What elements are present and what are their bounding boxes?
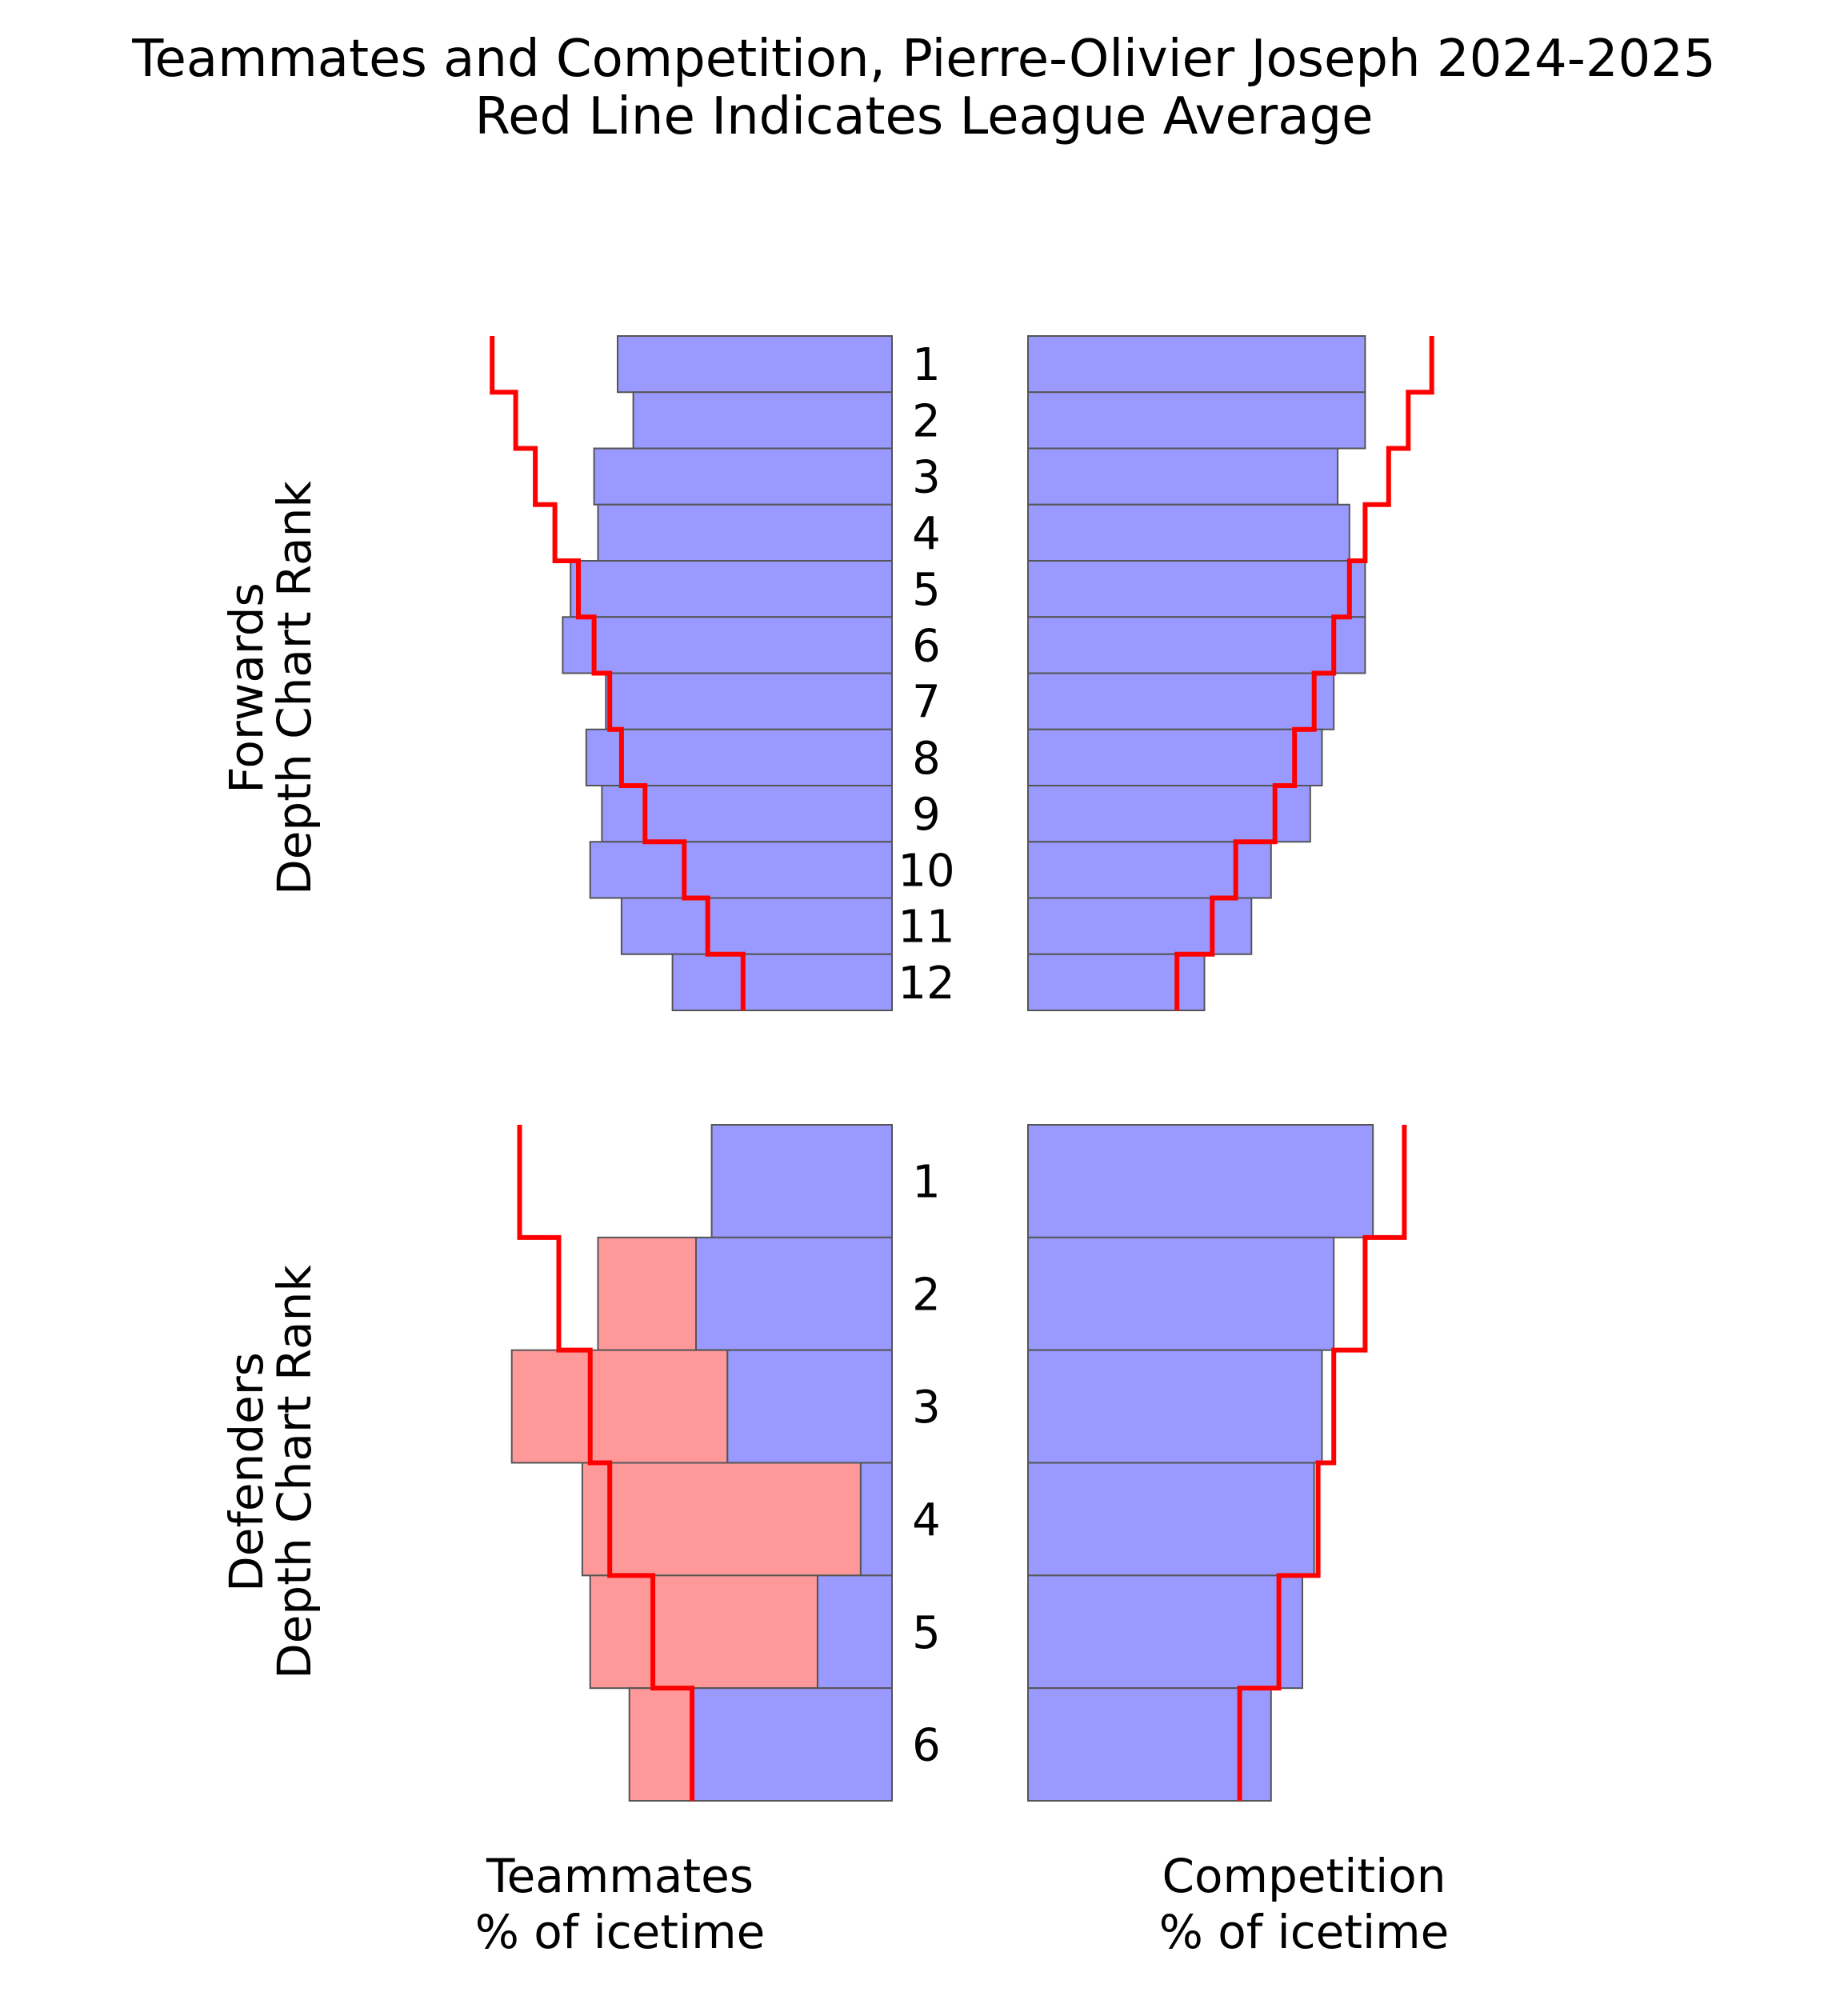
forwards-competition-bar [1027,672,1335,730]
forwards-competition-bar [1027,785,1311,843]
forwards-teammate-bar [601,785,894,843]
forwards-teammate-bar [617,335,893,394]
forwards-competition-bar [1027,335,1366,394]
forwards-rank-label: 11 [898,902,954,954]
forwards-competition-bar [1027,560,1366,618]
defenders-ylabel-line2: Depth Chart Rank [267,1265,322,1679]
defenders-rank-label: 1 [912,1156,941,1208]
defenders-rank-label: 3 [912,1382,941,1434]
forwards-competition-bar [1027,728,1323,786]
defenders-teammate-bar [710,1124,893,1238]
forwards-teammate-bar [585,728,893,786]
defenders-teammate-bar [726,1349,894,1464]
defenders-competition-league-average-line [1237,1125,1407,1801]
forwards-competition-bar [1027,897,1253,955]
forwards-teammate-bar [562,616,894,674]
defenders-teammate-bar [816,1574,894,1690]
defenders-rank-label: 5 [912,1607,941,1659]
defenders-competition-bar [1027,1462,1315,1577]
forwards-rank-label: 2 [912,395,941,447]
defenders-rank-label: 4 [912,1494,941,1546]
defenders-ylabel-line1: Defenders [219,1352,274,1592]
forwards-competition-bar [1027,391,1366,450]
defenders-teammates-league-average-line [517,1125,695,1801]
defenders-defender-pair-bar [510,1349,729,1464]
forwards-teammate-bar [597,503,893,562]
defenders-competition-bar [1027,1124,1374,1238]
forwards-ylabel-line1: Forwards [219,582,274,793]
defenders-rank-label: 2 [912,1269,941,1321]
forwards-rank-label: 5 [912,564,941,616]
defenders-competition-bar [1027,1687,1272,1802]
chart-title: Teammates and Competition, Pierre-Olivie… [131,30,1715,89]
forwards-competition-bar [1027,503,1350,562]
forwards-competition-league-average-line [1174,336,1434,1010]
defenders-competition-bar [1027,1349,1323,1464]
forwards-rank-label: 8 [912,733,941,785]
defenders-defender-pair-bar [597,1236,697,1351]
defenders-competition-bar [1027,1574,1303,1690]
forwards-teammate-bar [632,391,893,450]
teammates-xlabel-line2: % of icetime [475,1905,766,1959]
forwards-rank-label: 7 [912,677,941,729]
forwards-competition-bar [1027,447,1339,506]
competition-xlabel-line2: % of icetime [1159,1905,1450,1959]
forwards-teammate-bar [605,672,893,730]
forwards-rank-label: 12 [898,958,954,1010]
teammates-xlabel-line1: Teammates [486,1849,754,1903]
forwards-ylabel-line2: Depth Chart Rank [267,481,322,895]
forwards-teammates-league-average-line [490,336,746,1010]
defenders-defender-pair-bar [581,1462,862,1577]
defenders-teammate-bar [695,1236,893,1351]
defenders-defender-pair-bar [589,1574,818,1690]
competition-xlabel-line1: Competition [1162,1849,1446,1903]
forwards-competition-bar [1027,616,1366,674]
defenders-teammate-bar [691,1687,893,1802]
defenders-rank-label: 6 [912,1720,941,1772]
forwards-teammate-bar [570,560,893,618]
forwards-rank-label: 1 [912,339,941,391]
chart-subtitle: Red Line Indicates League Average [475,87,1374,146]
forwards-teammate-bar [620,897,894,955]
defenders-competition-bar [1027,1236,1335,1351]
forwards-rank-label: 10 [898,845,954,897]
forwards-rank-label: 9 [912,789,941,841]
forwards-rank-label: 3 [912,452,941,504]
forwards-teammate-bar [593,447,893,506]
forwards-teammate-bar [589,841,893,899]
forwards-rank-label: 6 [912,620,941,672]
defenders-teammate-bar [859,1462,894,1577]
defenders-defender-pair-bar [628,1687,694,1802]
forwards-competition-bar [1027,841,1272,899]
forwards-rank-label: 4 [912,508,941,560]
forwards-teammate-bar [671,953,893,1011]
